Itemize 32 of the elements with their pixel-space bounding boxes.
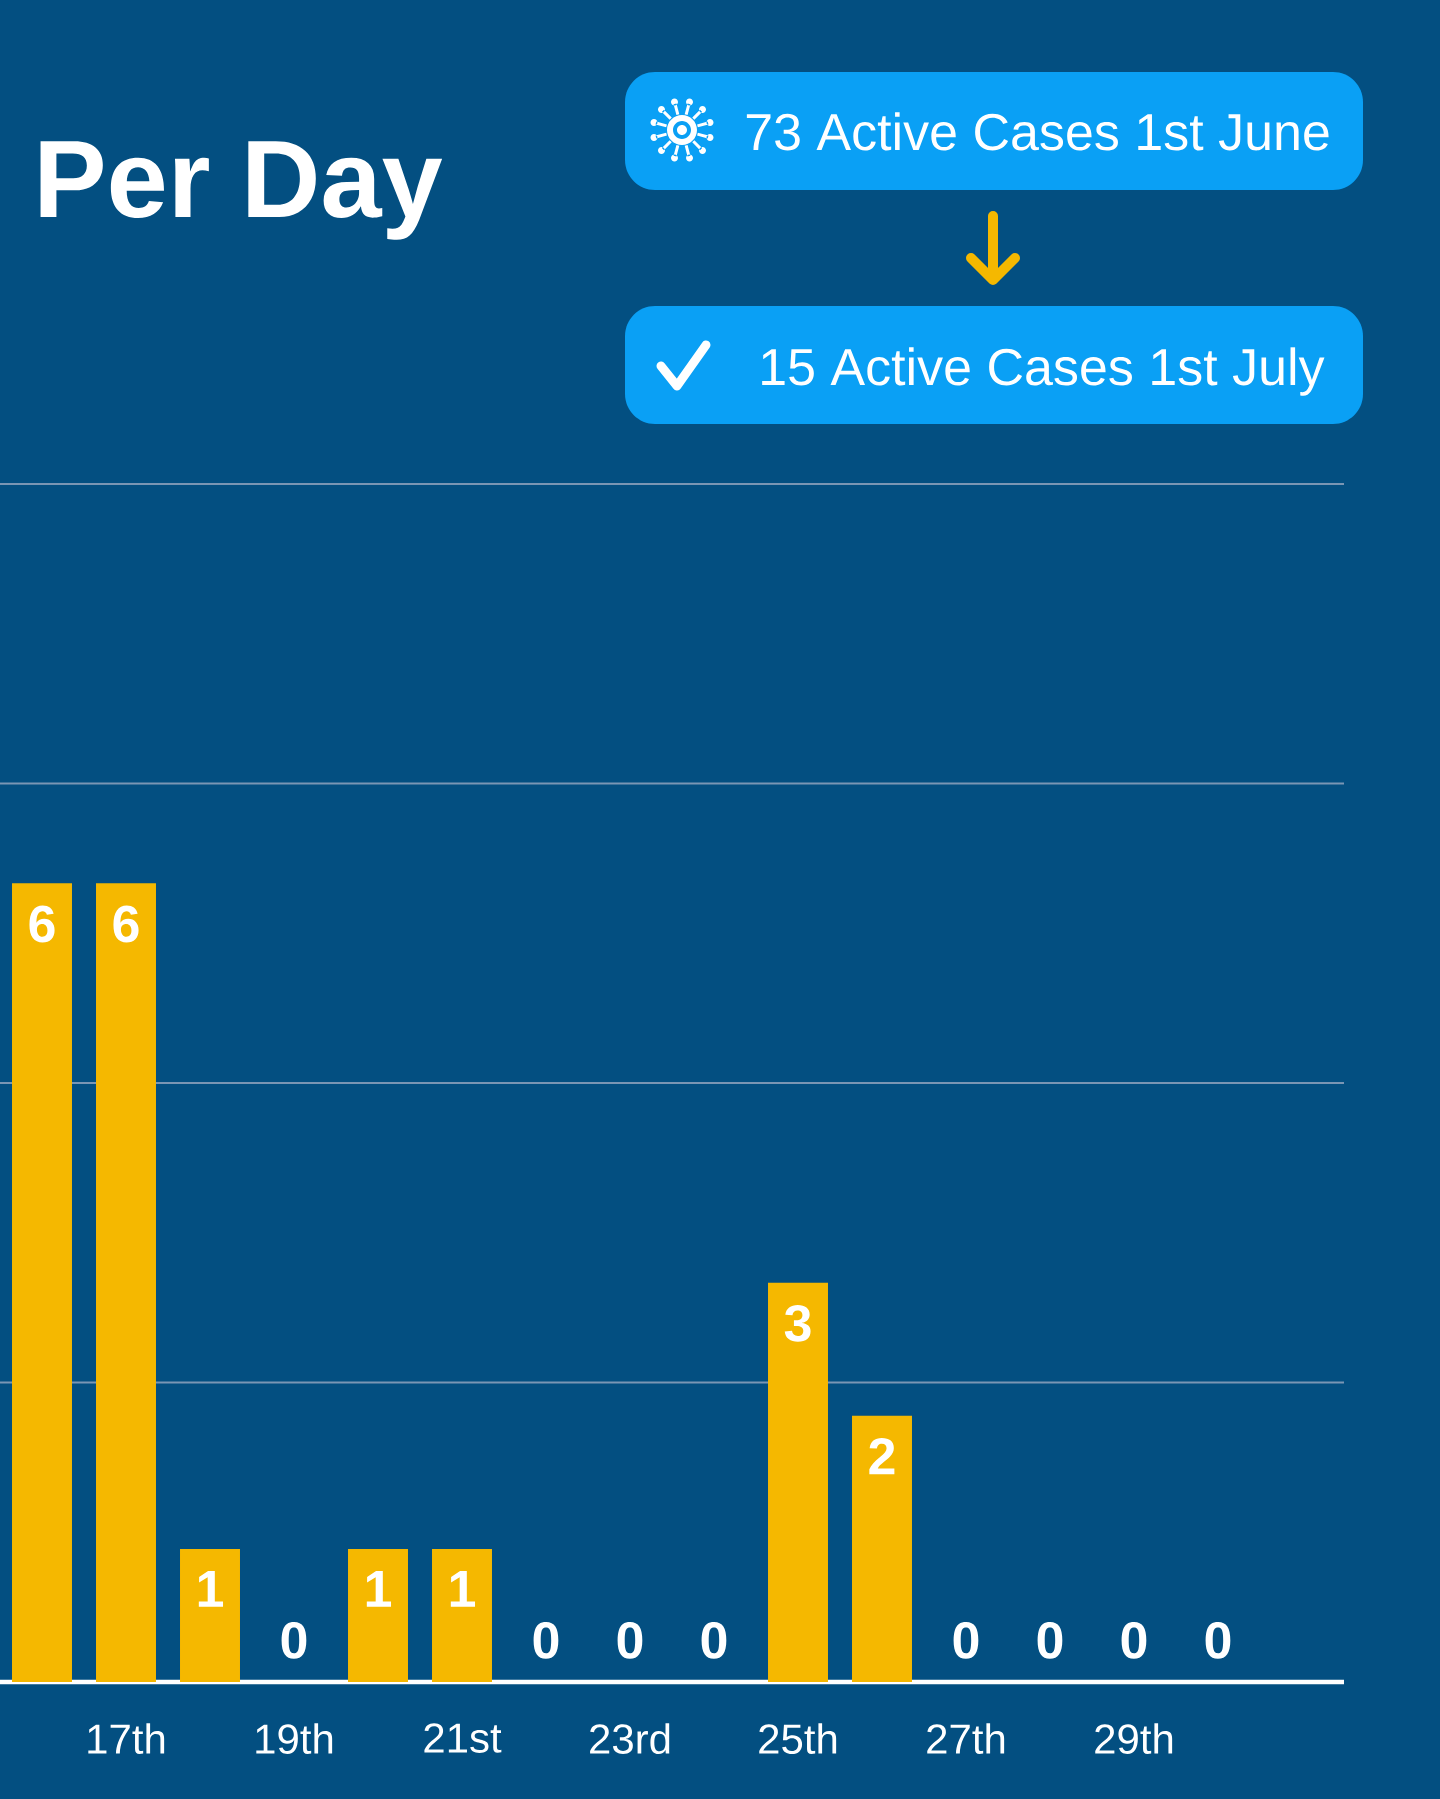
bar [852, 1415, 912, 1682]
data-label: 1 [366, 1571, 392, 1607]
data-label: 0 [1037, 1621, 1063, 1659]
text: 15 Active Cases 1st July [762, 347, 1325, 396]
chart-title: Per Day [40, 141, 443, 240]
x-tick-label: 25th [759, 1723, 837, 1755]
x-tick-label: 29th [1095, 1723, 1173, 1755]
data-label: 0 [1205, 1621, 1231, 1659]
x-tick-label: 21st [424, 1723, 502, 1753]
bar [12, 883, 72, 1682]
x-tick-label: 27th [927, 1723, 1005, 1754]
bar [768, 1282, 828, 1682]
bar [348, 1548, 408, 1682]
data-label: 0 [1121, 1621, 1147, 1659]
bar [96, 883, 156, 1682]
data-label: 0 [953, 1621, 979, 1659]
x-tick-label: 23rd [590, 1723, 670, 1755]
data-label: 2 [869, 1437, 895, 1475]
text: 73 Active Cases 1st June [746, 112, 1329, 151]
data-label: 6 [113, 905, 139, 943]
data-label: 0 [533, 1621, 559, 1659]
data-label: 1 [450, 1571, 476, 1607]
data-label: 1 [198, 1571, 224, 1607]
data-label: 0 [701, 1621, 727, 1659]
data-label: 0 [281, 1621, 307, 1659]
bar [180, 1548, 240, 1682]
bar [432, 1548, 492, 1682]
data-label: 6 [29, 905, 55, 943]
data-label: 3 [784, 1304, 811, 1342]
x-tick-label: 17th [88, 1723, 165, 1754]
data-label: 0 [617, 1621, 643, 1659]
x-tick-label: 19th [256, 1723, 333, 1755]
